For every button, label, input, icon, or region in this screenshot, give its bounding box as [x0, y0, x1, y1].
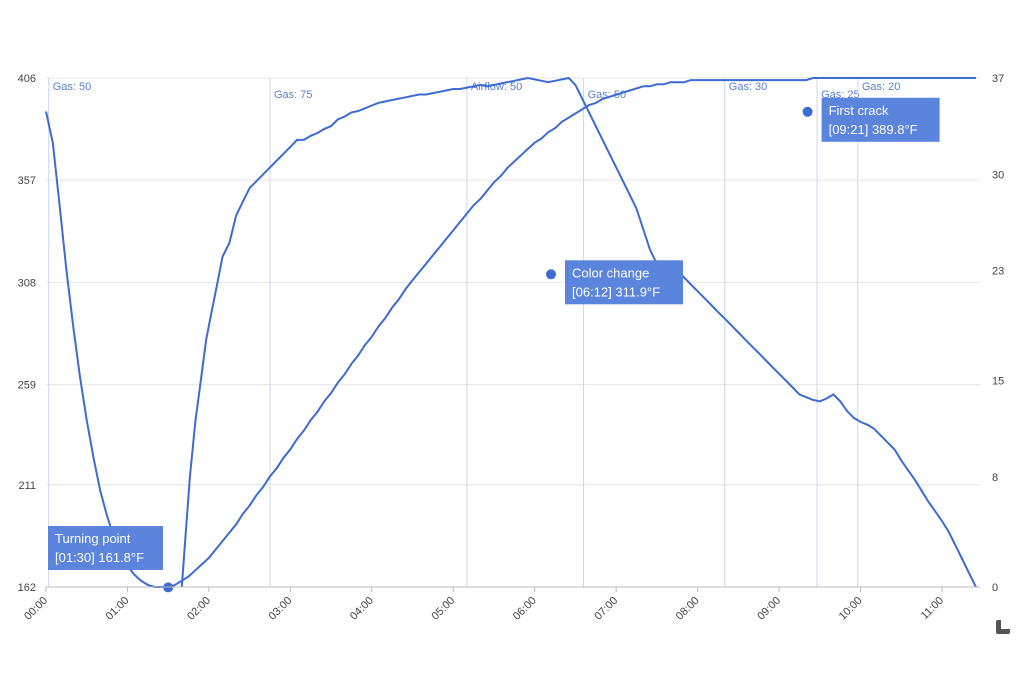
grid: [46, 77, 980, 588]
x-tick-label: 03:00: [267, 595, 295, 623]
event-lines: Gas: 50 Gas: 75 Airflow: 50 Gas: 50 Gas: 30 G…: [48, 78, 901, 587]
x-tick-label: 10:00: [837, 595, 865, 623]
callout-value: [09:21] 389.8°F: [829, 122, 918, 137]
callout-title: First crack: [829, 103, 889, 118]
event-label: Gas: 75: [274, 89, 313, 101]
left-tick-label: 357: [18, 175, 36, 187]
x-tick-label: 01:00: [104, 595, 132, 623]
right-tick-label: 0: [992, 582, 998, 594]
callout-box: [821, 97, 940, 142]
x-tick-label: 06:00: [511, 595, 539, 623]
event-label: Gas: 50: [588, 89, 627, 101]
left-tick-label: 211: [18, 480, 36, 492]
bean-temp-line: [45, 77, 976, 588]
x-tick-label: 00:00: [22, 595, 50, 623]
event-label: Gas: 50: [53, 81, 92, 93]
right-tick-label: 15: [992, 376, 1004, 388]
x-tick-label: 08:00: [674, 595, 702, 623]
markers: [163, 106, 813, 593]
x-tick-label: 09:00: [755, 595, 783, 623]
left-tick-label: 259: [18, 380, 36, 392]
milestone-marker: [546, 269, 557, 280]
x-tick-label: 04:00: [348, 595, 376, 623]
right-tick-label: 23: [992, 266, 1004, 278]
ror-line: [180, 76, 977, 588]
series-lines: [45, 76, 977, 588]
axes: 406 357 308 259 211 162 37 30 23 15 8 0 00:00 01:00 02…: [18, 73, 1005, 623]
milestone-marker: [802, 106, 813, 117]
logo-icon: [996, 620, 1010, 634]
callout-box: [48, 526, 163, 570]
event-label: Airflow: 50: [471, 81, 522, 93]
callout-value: [06:12] 311.9°F: [572, 284, 660, 299]
callouts: Turning point [01:30] 161.8°F Color change…: [48, 97, 940, 570]
callout-title: Color change: [572, 265, 649, 280]
right-tick-label: 37: [992, 73, 1004, 85]
right-tick-label: 30: [992, 169, 1004, 181]
callout-value: [01:30] 161.8°F: [55, 550, 144, 565]
x-tick-label: 11:00: [919, 595, 946, 622]
event-label: Gas: 30: [729, 81, 768, 93]
x-tick-label: 05:00: [429, 595, 457, 623]
callout-title: Turning point: [55, 531, 131, 546]
x-tick-label: 07:00: [592, 595, 620, 623]
left-tick-label: 308: [18, 277, 36, 289]
left-tick-label: 162: [18, 582, 36, 594]
event-label: Gas: 20: [862, 81, 901, 93]
left-tick-label: 406: [18, 73, 36, 85]
x-tick-label: 02:00: [185, 595, 213, 623]
callout-box: [565, 260, 684, 305]
right-tick-label: 8: [992, 472, 998, 484]
